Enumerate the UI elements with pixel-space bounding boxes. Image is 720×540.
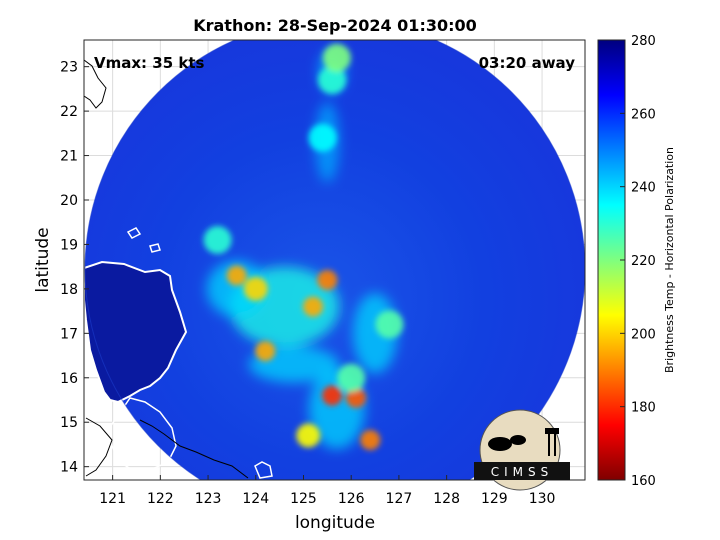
x-tick-label: 121 <box>99 491 126 507</box>
cold-cell <box>337 363 366 392</box>
colorbar-tick-label: 200 <box>631 327 656 342</box>
plot-area <box>84 40 585 480</box>
cold-cell <box>308 123 337 152</box>
x-axis-label: longitude <box>295 513 375 533</box>
plot-frame <box>83 39 586 481</box>
colorbar-label: Brightness Temp - Horizontal Polarizatio… <box>663 147 676 373</box>
cold-cell <box>317 270 338 290</box>
y-tick-label: 21 <box>60 149 78 165</box>
y-tick-label: 22 <box>60 104 78 120</box>
cold-cell <box>255 341 276 362</box>
y-tick-label: 23 <box>60 60 78 76</box>
x-tick-label: 123 <box>195 491 222 507</box>
y-tick-label: 20 <box>60 193 78 209</box>
y-tick-label: 19 <box>60 237 78 253</box>
x-tick-label: 129 <box>481 491 508 507</box>
logo-text: CIMSS <box>491 465 554 479</box>
colorbar-tick-label: 280 <box>631 34 656 49</box>
x-tick-label: 127 <box>386 491 413 507</box>
vmax-label: Vmax: 35 kts <box>94 54 204 72</box>
y-tick-label: 14 <box>60 460 78 476</box>
cold-cell <box>243 276 268 301</box>
cold-cell <box>303 296 324 317</box>
y-axis-label: latitude <box>33 227 53 292</box>
y-tick-label: 16 <box>60 371 78 387</box>
chart-title: Krathon: 28-Sep-2024 01:30:00 <box>193 16 477 35</box>
x-tick-label: 125 <box>290 491 317 507</box>
x-tick-label: 128 <box>433 491 460 507</box>
y-tick-label: 15 <box>60 415 78 431</box>
colorbar-tick-label: 160 <box>631 474 656 489</box>
cold-cell <box>318 66 347 94</box>
y-axis-ticks: 14 15 16 17 18 19 20 21 22 23 <box>60 60 89 476</box>
cold-cell <box>322 385 343 406</box>
swath-disk <box>85 40 585 480</box>
colorbar-tick-label: 220 <box>631 254 656 269</box>
cold-cell <box>203 226 232 254</box>
cold-cell <box>296 423 321 448</box>
colorbar-ticks: 160 180 200 220 240 260 280 <box>620 34 656 489</box>
y-tick-label: 17 <box>60 326 78 342</box>
x-tick-label: 122 <box>147 491 174 507</box>
cimss-logo: CIMSS <box>474 409 570 491</box>
x-axis-ticks: 121 122 123 124 125 126 127 128 129 130 <box>99 475 555 507</box>
x-tick-label: 126 <box>338 491 365 507</box>
x-tick-label: 130 <box>529 491 556 507</box>
colorbar-tick-label: 240 <box>631 181 656 196</box>
time-away-label: 03:20 away <box>479 54 576 72</box>
cold-cell <box>226 265 247 286</box>
cold-cell <box>322 43 351 72</box>
colorbar-tick-label: 180 <box>631 401 656 416</box>
land-luzon <box>84 59 273 479</box>
cold-cell <box>375 310 404 339</box>
y-tick-label: 18 <box>60 282 78 298</box>
cold-cell <box>360 430 381 450</box>
x-tick-label: 124 <box>242 491 269 507</box>
cold-cell <box>345 387 366 408</box>
cold-cells <box>203 43 404 450</box>
colorbar-tick-label: 260 <box>631 107 656 122</box>
